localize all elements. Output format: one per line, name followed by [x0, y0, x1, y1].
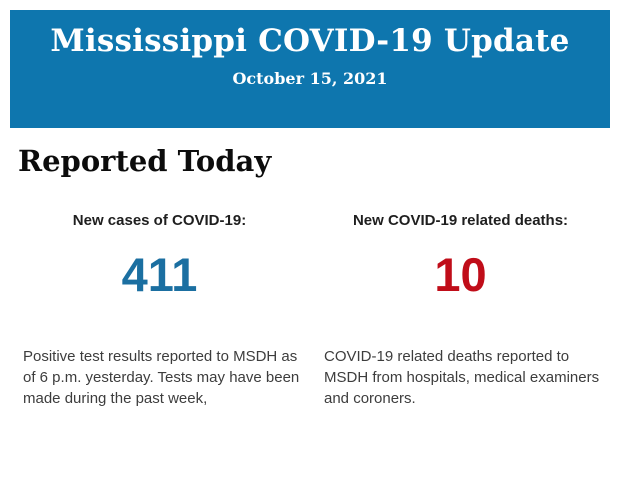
new-deaths-description: COVID-19 related deaths reported to MSDH… — [324, 348, 600, 408]
new-deaths-label: New COVID-19 related deaths: — [352, 212, 569, 230]
newsletter-title: Mississippi COVID-19 Update — [50, 23, 570, 59]
new-cases-value: 411 — [121, 248, 198, 302]
header-banner: Mississippi COVID-19 Update October 15, … — [10, 10, 610, 128]
stats-row: New cases of COVID-19: 411 Positive test… — [18, 212, 602, 409]
newsletter-date: October 15, 2021 — [232, 69, 388, 89]
content-area: Reported Today New cases of COVID-19: 41… — [0, 146, 620, 409]
stat-new-cases: New cases of COVID-19: 411 Positive test… — [18, 212, 301, 409]
stat-new-deaths: New COVID-19 related deaths: 10 COVID-19… — [319, 212, 602, 409]
new-cases-description: Positive test results reported to MSDH a… — [23, 348, 300, 408]
new-deaths-value: 10 — [434, 248, 487, 302]
section-heading: Reported Today — [18, 144, 272, 178]
new-cases-label: New cases of COVID-19: — [72, 212, 247, 230]
